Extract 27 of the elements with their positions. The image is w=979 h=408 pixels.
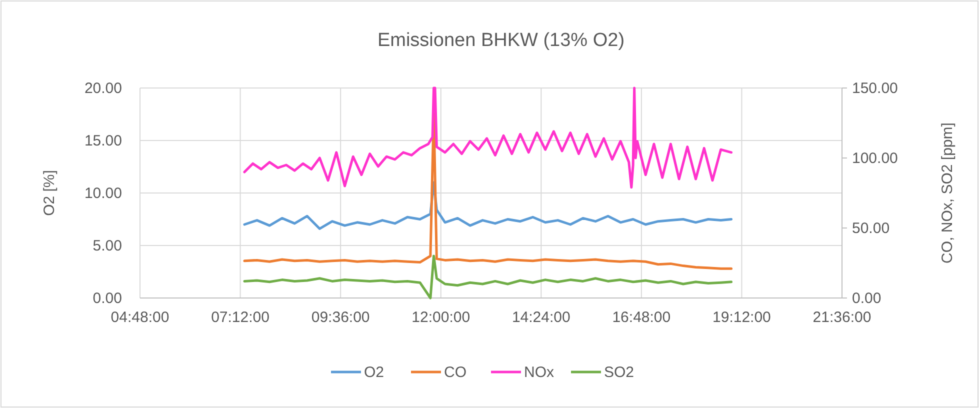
y2-tick-label: 100.00	[852, 150, 898, 167]
line-series	[243, 254, 733, 300]
y2-axis-title: CO, NOx, SO2 [ppm]	[939, 122, 956, 264]
x-tick-label: 14:24:00	[512, 309, 570, 326]
y-tick-label: 0.00	[92, 290, 122, 307]
legend-label: O2	[364, 364, 384, 381]
line-series	[243, 86, 733, 189]
y-axis-title: O2 [%]	[41, 170, 58, 216]
x-tick-label: 16:48:00	[612, 309, 671, 326]
line-series	[243, 181, 733, 230]
chart-title: Emissionen BHKW (13% O2)	[377, 30, 625, 51]
y-tick-label: 15.00	[84, 132, 122, 150]
x-tick-label: 04:48:00	[110, 309, 170, 326]
y2-tick-label: 150.00	[852, 80, 898, 97]
y-tick-label: 5.00	[92, 238, 122, 254]
legend-label: CO	[444, 364, 466, 381]
y-tick-label: 10.00	[84, 185, 122, 202]
legend-label: SO2	[604, 364, 634, 381]
y-tick-label: 20.00	[84, 80, 122, 97]
x-tick-label: 21:36:00	[812, 309, 872, 326]
x-tick-label: 07:12:00	[211, 309, 270, 326]
legend-label: NOx	[524, 364, 554, 381]
x-tick-label: 19:12:00	[712, 309, 771, 326]
x-tick-label: 09:36:00	[311, 309, 370, 326]
y2-tick-label: 0.00	[852, 290, 882, 307]
y2-tick-label: 50.00	[852, 220, 890, 237]
x-tick-label: 12:00:00	[412, 309, 470, 326]
